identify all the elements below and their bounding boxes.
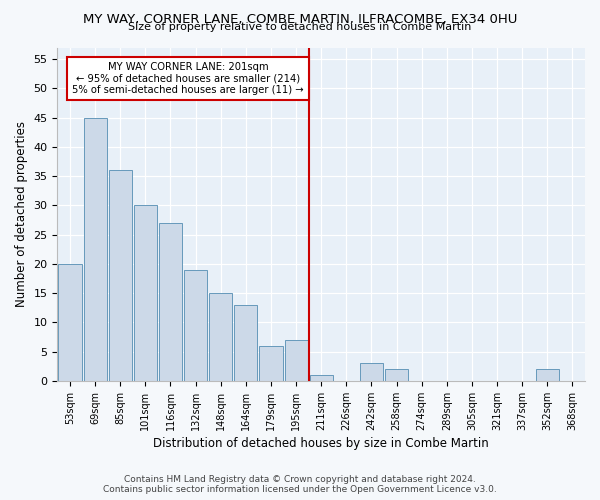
Bar — [310, 375, 333, 381]
Bar — [234, 305, 257, 381]
Bar — [159, 223, 182, 381]
Y-axis label: Number of detached properties: Number of detached properties — [15, 121, 28, 307]
Bar — [209, 293, 232, 381]
Bar — [536, 370, 559, 381]
X-axis label: Distribution of detached houses by size in Combe Martin: Distribution of detached houses by size … — [154, 437, 489, 450]
Text: Contains HM Land Registry data © Crown copyright and database right 2024.
Contai: Contains HM Land Registry data © Crown c… — [103, 474, 497, 494]
Text: MY WAY CORNER LANE: 201sqm
← 95% of detached houses are smaller (214)
5% of semi: MY WAY CORNER LANE: 201sqm ← 95% of deta… — [72, 62, 304, 96]
Bar — [58, 264, 82, 381]
Bar — [385, 370, 408, 381]
Bar — [360, 364, 383, 381]
Bar — [259, 346, 283, 381]
Bar — [109, 170, 132, 381]
Bar — [284, 340, 308, 381]
Bar — [184, 270, 207, 381]
Bar — [134, 206, 157, 381]
Text: MY WAY, CORNER LANE, COMBE MARTIN, ILFRACOMBE, EX34 0HU: MY WAY, CORNER LANE, COMBE MARTIN, ILFRA… — [83, 12, 517, 26]
Bar — [83, 118, 107, 381]
Text: Size of property relative to detached houses in Combe Martin: Size of property relative to detached ho… — [128, 22, 472, 32]
